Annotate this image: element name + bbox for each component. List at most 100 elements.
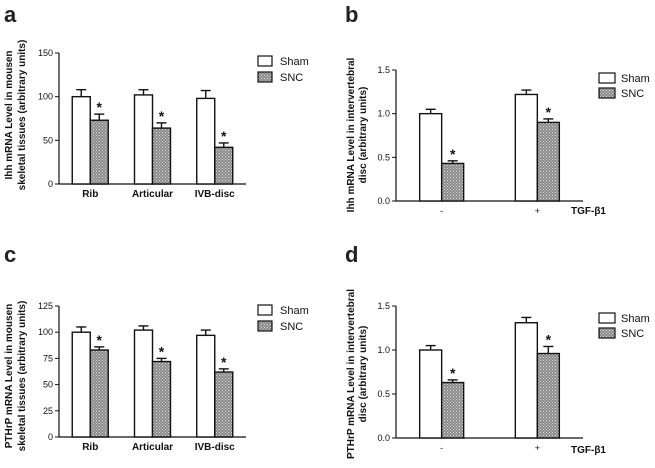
legend-label-snc: SNC	[280, 321, 303, 333]
y-tick-label: 25	[43, 406, 53, 416]
y-axis-label-line1: PTHrP mRNA Level in intervertebral	[346, 289, 357, 459]
panel-a: a Ihh mRNA Level in mousen skeletal tiss…	[4, 2, 309, 200]
y-tick-label: 1.0	[377, 109, 390, 119]
y-tick-label: 0.5	[377, 152, 390, 162]
legend-swatch-sham	[598, 72, 616, 84]
y-tick-label: 1.5	[377, 65, 390, 75]
significance-star: *	[159, 108, 165, 124]
y-tick-label: 50	[43, 135, 53, 145]
significance-star: *	[450, 365, 456, 381]
bar-sham-0	[418, 349, 443, 439]
x-tick-label: -	[440, 206, 443, 216]
significance-star: *	[450, 146, 456, 162]
bar-snc-1	[151, 360, 172, 438]
legend: Sham SNC	[257, 55, 309, 84]
significance-star: *	[546, 104, 552, 120]
legend-swatch-sham	[257, 304, 273, 316]
y-tick-label: 0	[48, 432, 53, 442]
y-axis-label-line2: skeletal tissues (arbitrary units)	[17, 301, 28, 452]
y-tick-label: 100	[38, 327, 53, 337]
bar-snc-2	[214, 146, 234, 185]
panel-letter: d	[345, 242, 358, 267]
plot-area: 0 50 100 150 * Rib * Articular * IVB-disc	[38, 48, 246, 200]
bar-sham-2	[196, 97, 216, 185]
y-tick-label: 0.0	[377, 433, 390, 443]
bar-sham-1	[133, 94, 154, 185]
significance-star: *	[97, 332, 103, 348]
panel-c: c PTHrP mRNA Level in mousen skeletal ti…	[4, 242, 309, 453]
bar-snc-2	[214, 371, 234, 438]
bar-sham-1	[514, 93, 539, 202]
y-axis-label-line2: skeletal tissues (arbitrary units)	[17, 40, 28, 191]
legend-label-sham: Sham	[621, 73, 650, 85]
legend-label-snc: SNC	[621, 88, 644, 100]
plot-area: 0.0 0.5 1.0 1.5 * - * +	[377, 301, 583, 453]
y-axis-label-line1: Ihh mRNA Level in intervertebral	[346, 57, 357, 212]
y-tick-label: 100	[38, 92, 53, 102]
legend-label-sham: Sham	[280, 305, 309, 317]
y-axis-label-line1: PTHrP mRNA Level in mousen	[4, 304, 15, 448]
legend-label-snc: SNC	[621, 328, 644, 340]
bar-snc-0	[440, 381, 465, 439]
x-tick-label: Rib	[82, 189, 98, 200]
x-tick-label: IVB-disc	[195, 442, 235, 453]
significance-star: *	[97, 99, 103, 115]
x-tick-label: IVB-disc	[195, 189, 235, 200]
bar-sham-0	[418, 112, 443, 202]
y-tick-label: 0.5	[377, 389, 390, 399]
x-tick-label: +	[535, 443, 540, 453]
legend: Sham SNC	[257, 304, 309, 333]
legend-label-sham: Sham	[280, 56, 309, 68]
significance-star: *	[546, 331, 552, 347]
y-tick-label: 150	[38, 48, 53, 58]
panel-b: b Ihh mRNA Level in intervertebral disc …	[345, 2, 650, 217]
x-tick-label: +	[535, 206, 540, 216]
plot-area: 0 25 50 75 100 125 * Rib * Articular * IVB-disc	[38, 301, 246, 453]
bar-snc-0	[440, 162, 465, 202]
y-axis-label-line1: Ihh mRNA Level in mousen	[4, 50, 15, 179]
legend-swatch-snc	[598, 327, 616, 339]
panel-letter: a	[4, 2, 17, 27]
bar-snc-0	[89, 349, 109, 438]
panel-letter: b	[345, 2, 358, 27]
legend-swatch-sham	[598, 312, 616, 324]
x-tick-label: Articular	[132, 442, 173, 453]
x-tick-label: Articular	[132, 189, 173, 200]
bar-snc-1	[151, 127, 172, 185]
x-tick-label: -	[440, 443, 443, 453]
bar-sham-2	[196, 334, 216, 438]
y-tick-label: 0.0	[377, 196, 390, 206]
legend-label-snc: SNC	[280, 72, 303, 84]
bar-snc-0	[89, 119, 109, 185]
x-tick-label: Rib	[82, 442, 98, 453]
y-tick-label: 125	[38, 301, 53, 311]
panel-d: d PTHrP mRNA Level in intervertebral dis…	[345, 242, 650, 459]
condition-label: TGF-β1	[571, 206, 606, 217]
bar-sham-1	[133, 329, 154, 438]
legend-label-sham: Sham	[621, 313, 650, 325]
legend-swatch-sham	[257, 55, 273, 67]
y-axis-label-line2: disc (arbitrary units)	[358, 326, 369, 423]
panel-letter: c	[4, 242, 16, 267]
bar-snc-1	[536, 121, 561, 202]
y-tick-label: 1.5	[377, 301, 390, 311]
bar-snc-1	[536, 352, 561, 439]
legend-swatch-snc	[598, 87, 616, 99]
significance-star: *	[221, 128, 227, 144]
legend-swatch-snc	[257, 320, 273, 332]
condition-label: TGF-β1	[571, 445, 606, 456]
bar-sham-0	[71, 331, 91, 438]
y-tick-label: 50	[43, 380, 53, 390]
bar-sham-1	[514, 322, 539, 439]
y-axis-label-line2: disc (arbitrary units)	[358, 87, 369, 184]
legend: Sham SNC	[598, 72, 650, 100]
legend-swatch-snc	[257, 71, 273, 83]
y-tick-label: 0	[48, 179, 53, 189]
legend: Sham SNC	[598, 312, 650, 340]
y-tick-label: 1.0	[377, 345, 390, 355]
y-tick-label: 75	[43, 353, 53, 363]
significance-star: *	[221, 354, 227, 370]
bar-sham-0	[71, 95, 91, 185]
plot-area: 0.0 0.5 1.0 1.5 * - * +	[377, 65, 583, 216]
